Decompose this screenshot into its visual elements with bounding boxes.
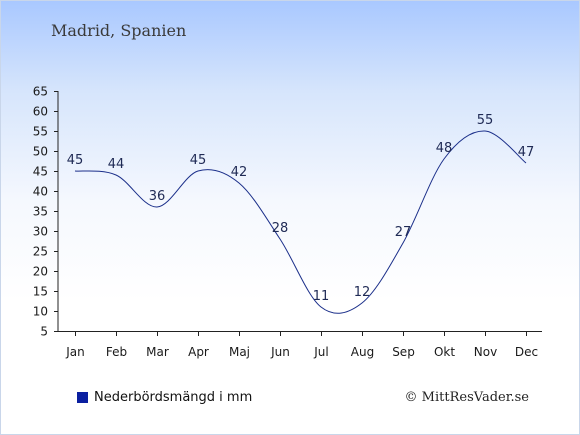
x-tick-label: Jul: [313, 345, 328, 359]
x-tick-label: Okt: [434, 345, 455, 359]
x-tick-label: Mar: [146, 345, 169, 359]
x-tick-label: Aug: [351, 345, 374, 359]
x-tick-label: Nov: [474, 345, 497, 359]
y-tick-label: 60: [33, 105, 48, 119]
x-tick-label: Jun: [270, 345, 290, 359]
x-tick-label: Sep: [392, 345, 415, 359]
y-tick-label: 15: [33, 285, 48, 299]
y-tick-label: 40: [33, 185, 48, 199]
data-label: 36: [149, 189, 166, 204]
series-line: [74, 130, 527, 314]
data-label: 27: [395, 225, 412, 240]
data-label: 44: [108, 157, 125, 172]
y-tick-label: 10: [33, 305, 48, 319]
y-tick-label: 20: [33, 265, 48, 279]
legend: Nederbördsmängd i mm: [77, 390, 252, 405]
data-label: 45: [67, 153, 84, 168]
data-label: 45: [190, 153, 207, 168]
chart-title: Madrid, Spanien: [51, 21, 187, 40]
x-tick-label: Apr: [188, 345, 209, 359]
x-tick-label: Jan: [65, 345, 85, 359]
data-label: 48: [436, 141, 453, 156]
y-tick-label: 55: [33, 125, 48, 139]
y-tick-label: 45: [33, 165, 48, 179]
y-tick-label: 30: [33, 225, 48, 239]
data-label: 55: [477, 113, 494, 128]
data-label: 11: [313, 289, 330, 304]
x-tick-label: Feb: [106, 345, 127, 359]
y-tick-label: 50: [33, 145, 48, 159]
y-tick-label: 25: [33, 245, 48, 259]
data-label: 28: [272, 221, 289, 236]
y-tick-label: 35: [33, 205, 48, 219]
x-tick-label: Maj: [229, 345, 250, 359]
copyright-text: © MittResVader.se: [404, 390, 529, 405]
legend-label: Nederbördsmängd i mm: [94, 390, 253, 405]
data-label: 47: [518, 145, 535, 160]
legend-swatch: [77, 392, 88, 403]
data-label: 42: [231, 165, 248, 180]
y-tick-label: 5: [40, 325, 48, 339]
y-tick-label: 65: [33, 85, 48, 99]
data-label: 12: [354, 285, 371, 300]
x-tick-label: Dec: [515, 345, 538, 359]
